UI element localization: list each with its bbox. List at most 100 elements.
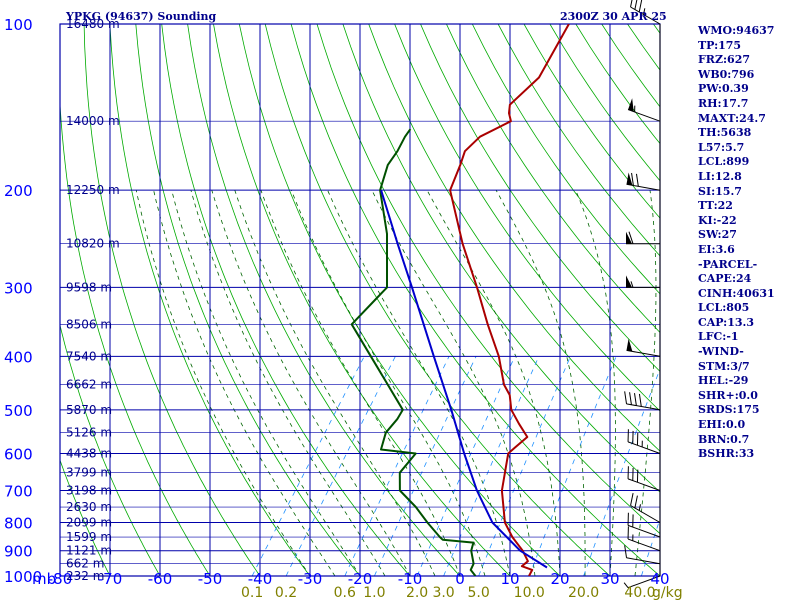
temperature-tick-label: -80 bbox=[48, 570, 73, 588]
mixing-ratio-tick-label: 20.0 bbox=[568, 585, 599, 600]
wind-barb-pennant bbox=[626, 231, 632, 244]
temperature-tick-label: 30 bbox=[600, 570, 619, 588]
index-value: BSHR:33 bbox=[698, 447, 755, 461]
height-label: 2099 m bbox=[66, 516, 112, 530]
mixing-ratio-tick-label: 3.0 bbox=[432, 585, 454, 600]
wind-barb-feather bbox=[627, 429, 629, 442]
height-label: 4438 m bbox=[66, 447, 112, 461]
wind-barb-feather bbox=[635, 173, 639, 187]
temperature-tick-label: -70 bbox=[98, 570, 123, 588]
chart-timestamp: 2300Z 30 APR 25 bbox=[560, 10, 667, 23]
pressure-tick-label: 400 bbox=[4, 348, 33, 366]
stability-index-panel: WMO:94637 TP:175 FRZ:627 WB0:796 PW:0.39 RH:1… bbox=[698, 24, 798, 462]
wind-barb bbox=[626, 172, 661, 191]
mixing-ratio-tick-label: 5.0 bbox=[467, 585, 489, 600]
wind-barb-feather bbox=[634, 495, 638, 509]
wind-barb bbox=[624, 545, 661, 565]
wind-barb-staff bbox=[627, 575, 661, 589]
index-value: EHI:0.0 bbox=[698, 418, 746, 432]
wind-barb-feather bbox=[628, 231, 634, 244]
wind-barb-half-feather bbox=[638, 504, 641, 511]
wind-barb-half-feather bbox=[634, 105, 636, 112]
index-value: -PARCEL- bbox=[698, 257, 758, 271]
index-value: TH:5638 bbox=[698, 126, 752, 140]
wind-barb-half-feather bbox=[632, 534, 634, 541]
temperature-tick-label: -50 bbox=[198, 570, 223, 588]
wind-barb bbox=[627, 526, 661, 552]
wind-barb-staff bbox=[626, 183, 661, 191]
temperature-profile-line bbox=[449, 24, 570, 576]
height-label: 5870 m bbox=[66, 403, 112, 417]
wind-barb-feather bbox=[638, 393, 642, 407]
wind-barb-staff bbox=[627, 524, 661, 538]
temperature-tick-label: -60 bbox=[148, 570, 173, 588]
wind-barb bbox=[627, 98, 661, 122]
wind-barb-feather bbox=[632, 514, 634, 528]
mixing-ratio-unit-label: g/kg bbox=[652, 585, 683, 600]
mixing-ratio-tick-label: 0.6 bbox=[334, 585, 356, 600]
moist-adiabat-line bbox=[290, 190, 486, 576]
index-value: KI:-22 bbox=[698, 213, 737, 227]
wind-barb-staff bbox=[627, 109, 661, 122]
wind-barb bbox=[627, 429, 661, 454]
temperature-tick-label: -20 bbox=[348, 570, 373, 588]
index-value: RH:17.7 bbox=[698, 96, 749, 110]
wind-barb-feather bbox=[629, 392, 632, 405]
index-value: SHR+:0.0 bbox=[698, 388, 758, 402]
wind-barb-feather bbox=[624, 545, 628, 558]
wind-barb bbox=[623, 575, 661, 589]
wind-barb bbox=[630, 0, 661, 25]
index-value: STM:3/7 bbox=[698, 359, 750, 373]
height-label: 232 m bbox=[66, 569, 104, 583]
pressure-tick-label: 700 bbox=[4, 482, 33, 500]
wind-barb-half-feather bbox=[623, 582, 629, 588]
index-value: CINH:40631 bbox=[698, 286, 775, 300]
wind-barb-feather bbox=[636, 469, 639, 483]
height-label: 3198 m bbox=[66, 483, 112, 497]
temperature-tick-label: -40 bbox=[248, 570, 273, 588]
mixing-ratio-tick-label: 1.0 bbox=[363, 585, 385, 600]
index-value: FRZ:627 bbox=[698, 53, 751, 67]
index-value: LCL:805 bbox=[698, 301, 750, 315]
wind-barb-feather bbox=[627, 512, 629, 526]
height-label: 3799 m bbox=[66, 466, 112, 480]
temperature-tick-label: -10 bbox=[398, 570, 423, 588]
moist-adiabat-line bbox=[371, 190, 536, 576]
wind-barb-feather bbox=[632, 467, 634, 481]
mixing-ratio-tick-label: 40.0 bbox=[624, 585, 655, 600]
height-label: 16480 m bbox=[66, 17, 120, 31]
dewpoint-profile-line bbox=[350, 128, 477, 576]
height-label: 1121 m bbox=[66, 544, 112, 558]
wind-barb-feather bbox=[632, 430, 634, 444]
wind-barb bbox=[626, 275, 660, 288]
wind-barb bbox=[627, 466, 661, 491]
temperature-tick-label: 10 bbox=[500, 570, 519, 588]
wind-barb-feather bbox=[638, 0, 643, 13]
pressure-tick-label: 600 bbox=[4, 446, 33, 464]
height-label: 10820 m bbox=[66, 237, 120, 251]
height-label: 8506 m bbox=[66, 317, 112, 331]
index-value: WB0:796 bbox=[698, 67, 755, 81]
wind-barb-feather bbox=[634, 0, 638, 10]
index-value: -WIND- bbox=[698, 345, 744, 359]
parcel-profile-line bbox=[380, 189, 548, 569]
height-label: 662 m bbox=[66, 557, 104, 571]
wind-barb-staff bbox=[630, 505, 661, 523]
wind-barb-feather bbox=[630, 493, 634, 506]
pressure-tick-label: 300 bbox=[4, 279, 33, 297]
wind-barb-column bbox=[623, 0, 661, 589]
index-value: TT:22 bbox=[698, 199, 733, 213]
pressure-tick-label: 100 bbox=[4, 16, 33, 34]
wind-barb-half-feather bbox=[643, 8, 646, 15]
index-value: LCL:899 bbox=[698, 155, 750, 169]
index-value: SW:27 bbox=[698, 228, 737, 242]
height-label: 5126 m bbox=[66, 426, 112, 440]
wind-barb bbox=[627, 512, 661, 538]
wind-barb-staff bbox=[626, 557, 661, 565]
wind-barb-feather bbox=[636, 432, 639, 446]
index-value: BRN:0.7 bbox=[698, 432, 750, 446]
pressure-tick-label: 200 bbox=[4, 182, 33, 200]
pressure-tick-label: 900 bbox=[4, 543, 33, 561]
